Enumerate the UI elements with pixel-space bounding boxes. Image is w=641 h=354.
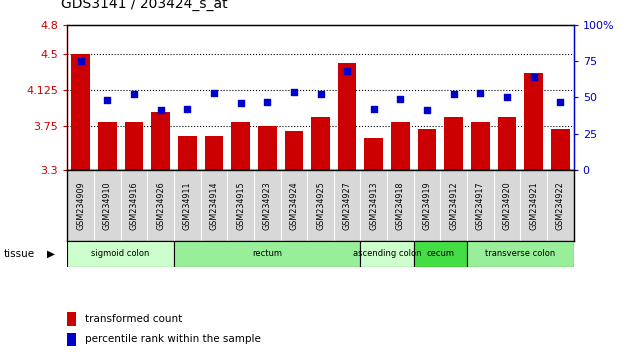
Point <box>369 106 379 112</box>
Bar <box>231 121 250 170</box>
Text: percentile rank within the sample: percentile rank within the sample <box>85 335 261 344</box>
Bar <box>258 126 276 170</box>
Point <box>156 108 166 113</box>
Text: tissue: tissue <box>3 249 35 259</box>
Text: GSM234924: GSM234924 <box>289 181 298 230</box>
Point <box>422 108 432 113</box>
Bar <box>151 112 170 170</box>
Bar <box>204 136 223 170</box>
Text: GSM234923: GSM234923 <box>263 181 272 230</box>
Bar <box>418 129 437 170</box>
Point <box>529 74 539 80</box>
FancyBboxPatch shape <box>414 241 467 267</box>
Bar <box>365 138 383 170</box>
Point <box>449 92 459 97</box>
Point <box>475 90 485 96</box>
Point <box>288 89 299 95</box>
Text: GSM234916: GSM234916 <box>129 181 138 230</box>
Bar <box>285 131 303 170</box>
Bar <box>67 333 76 346</box>
Bar <box>338 63 356 170</box>
Bar <box>551 129 570 170</box>
Point <box>76 58 86 64</box>
Text: transverse colon: transverse colon <box>485 250 556 258</box>
Bar <box>311 117 330 170</box>
Bar <box>67 312 76 326</box>
Text: ascending colon: ascending colon <box>353 250 421 258</box>
Text: cecum: cecum <box>426 250 454 258</box>
FancyBboxPatch shape <box>174 241 360 267</box>
Text: GSM234915: GSM234915 <box>236 181 245 230</box>
Text: GSM234913: GSM234913 <box>369 181 378 230</box>
Bar <box>471 121 490 170</box>
Point <box>182 106 192 112</box>
Text: GSM234922: GSM234922 <box>556 181 565 230</box>
Text: sigmoid colon: sigmoid colon <box>92 250 150 258</box>
Text: GSM234917: GSM234917 <box>476 181 485 230</box>
Point <box>209 90 219 96</box>
Point <box>315 92 326 97</box>
Text: GSM234920: GSM234920 <box>503 181 512 230</box>
Text: GDS3141 / 203424_s_at: GDS3141 / 203424_s_at <box>61 0 228 11</box>
Point <box>555 99 565 104</box>
Point <box>129 92 139 97</box>
Text: GSM234910: GSM234910 <box>103 181 112 230</box>
Bar <box>98 121 117 170</box>
Text: ▶: ▶ <box>47 249 54 259</box>
Text: GSM234911: GSM234911 <box>183 181 192 230</box>
Text: transformed count: transformed count <box>85 314 182 324</box>
Text: GSM234925: GSM234925 <box>316 181 325 230</box>
Text: GSM234926: GSM234926 <box>156 181 165 230</box>
Text: rectum: rectum <box>252 250 282 258</box>
Point <box>102 97 112 103</box>
Bar <box>391 121 410 170</box>
Point <box>342 68 353 74</box>
Text: GSM234912: GSM234912 <box>449 181 458 230</box>
Bar <box>178 136 197 170</box>
Bar <box>444 117 463 170</box>
Text: GSM234927: GSM234927 <box>343 181 352 230</box>
Point <box>395 96 406 102</box>
FancyBboxPatch shape <box>360 241 414 267</box>
Text: GSM234919: GSM234919 <box>422 181 431 230</box>
Point <box>502 95 512 100</box>
FancyBboxPatch shape <box>467 241 574 267</box>
Text: GSM234914: GSM234914 <box>210 181 219 230</box>
Bar <box>498 117 517 170</box>
Bar <box>524 73 543 170</box>
Point <box>262 99 272 104</box>
Bar <box>124 121 143 170</box>
FancyBboxPatch shape <box>67 241 174 267</box>
Text: GSM234921: GSM234921 <box>529 181 538 230</box>
Bar <box>71 54 90 170</box>
Point <box>235 100 246 106</box>
Text: GSM234909: GSM234909 <box>76 181 85 230</box>
Text: GSM234918: GSM234918 <box>396 181 405 230</box>
